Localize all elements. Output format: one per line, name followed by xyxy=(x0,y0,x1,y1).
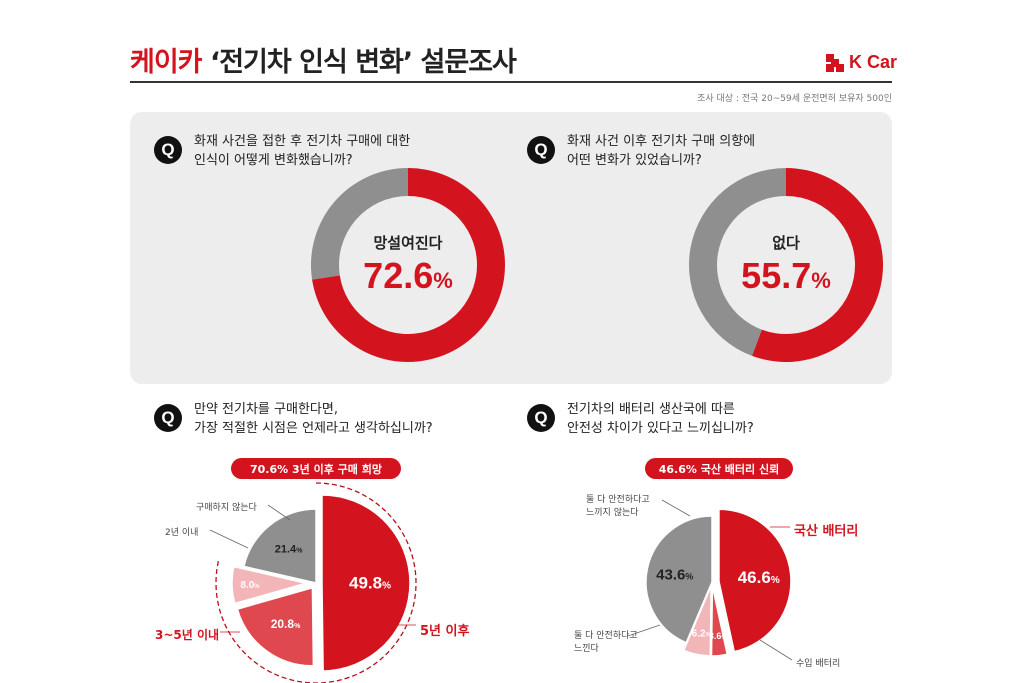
q4-label-both-unsafe-line: 느끼지 않는다 xyxy=(586,508,639,518)
q4-label-both-safe-line: 느낀다 xyxy=(574,644,599,654)
question-3: Q 만약 전기차를 구매한다면, 가장 적절한 시점은 언제라고 생각하십니까? xyxy=(154,400,433,438)
question-line: 어떤 변화가 있었습니까? xyxy=(567,153,702,168)
question-line: 인식이 어떻게 변화했습니까? xyxy=(194,153,353,168)
pie3-slice-2 xyxy=(231,565,307,605)
q4-label-both-unsafe-line: 둘 다 안전하다고 xyxy=(586,495,650,505)
pie4-slice-0 xyxy=(718,508,792,653)
question-line: 화재 사건을 접한 후 전기차 구매에 대한 xyxy=(194,134,411,149)
q-icon: Q xyxy=(154,404,182,432)
page-title: 케이카 ‘전기차 인식 변화’ 설문조사 xyxy=(130,40,517,79)
pie4-slice-3 xyxy=(645,515,713,644)
donut1-unit: % xyxy=(433,268,453,293)
q-icon: Q xyxy=(154,136,182,164)
pie4-value-label-0: 46.6% xyxy=(738,568,780,587)
question-4: Q 전기차의 배터리 생산국에 따른 안전성 차이가 있다고 느끼십니까? xyxy=(527,400,754,438)
kcar-logo: K Car xyxy=(826,52,897,73)
question-line: 안전성 차이가 있다고 느끼십니까? xyxy=(567,421,754,436)
title-brand: 케이카 xyxy=(130,47,203,78)
q-icon: Q xyxy=(527,404,555,432)
pie3-value-label-1: 20.8% xyxy=(271,617,301,631)
question-line: 만약 전기차를 구매한다면, xyxy=(194,402,338,417)
survey-target: 조사 대상 : 전국 20~59세 운전면허 보유자 500인 xyxy=(697,94,892,104)
q3-label-after-5: 5년 이후 xyxy=(420,624,470,639)
q4-label-domestic: 국산 배터리 xyxy=(794,524,859,539)
header-divider xyxy=(130,81,892,83)
pie4-slice-2 xyxy=(682,585,712,657)
value-unit: % xyxy=(296,547,303,554)
donut2-slice-1 xyxy=(688,168,786,356)
donut1-slice-1 xyxy=(311,168,408,280)
donut1-center-value-wrap: 72.6% xyxy=(340,255,476,297)
question-line: 가장 적절한 시점은 언제라고 생각하십니까? xyxy=(194,421,433,436)
pie3-slice-0 xyxy=(321,494,411,672)
donut1-center-value: 72.6 xyxy=(363,255,434,296)
question-3-text: 만약 전기차를 구매한다면, 가장 적절한 시점은 언제라고 생각하십니까? xyxy=(194,400,433,438)
donut2-center-value: 55.7 xyxy=(741,255,812,296)
question-1: Q 화재 사건을 접한 후 전기차 구매에 대한 인식이 어떻게 변화했습니까? xyxy=(154,132,410,170)
question-line: 전기차의 배터리 생산국에 따른 xyxy=(567,402,735,417)
value-unit: % xyxy=(685,572,693,582)
question-4-text: 전기차의 배터리 생산국에 따른 안전성 차이가 있다고 느끼십니까? xyxy=(567,400,754,438)
question-1-text: 화재 사건을 접한 후 전기차 구매에 대한 인식이 어떻게 변화했습니까? xyxy=(194,132,410,170)
q3-dashed-outline xyxy=(215,482,417,683)
q4-label-both-safe-line: 둘 다 안전하다고 xyxy=(574,631,638,641)
q4-label-both-unsafe: 둘 다 안전하다고 느끼지 않는다 xyxy=(586,494,650,520)
q4-leader-both-unsafe xyxy=(661,499,691,517)
value-unit: % xyxy=(294,623,301,630)
q3-label-not-buy: 구매하지 않는다 xyxy=(196,503,257,513)
q3-leader-within-2 xyxy=(209,529,249,549)
value-unit: % xyxy=(721,635,726,641)
q4-label-both-safe: 둘 다 안전하다고 느낀다 xyxy=(574,630,638,656)
pie3-value-label-3: 21.4% xyxy=(275,543,303,555)
logo-text: K Car xyxy=(849,52,898,72)
pie3-slice-3 xyxy=(242,508,317,584)
pie4-value-label-2: 6.2% xyxy=(692,628,712,639)
question-2-text: 화재 사건 이후 전기차 구매 의향에 어떤 변화가 있었습니까? xyxy=(567,132,755,170)
q3-highlight-pill: 70.6% 3년 이후 구매 희망 xyxy=(231,458,401,479)
donut2-center-label: 없다 xyxy=(772,234,800,252)
q3-label-within-2: 2년 이내 xyxy=(165,528,199,538)
donut2-slice-0 xyxy=(751,168,883,362)
pie3-slice-1 xyxy=(236,586,315,667)
q3-label-within-3-5: 3~5년 이내 xyxy=(155,628,220,642)
q4-leader-imported xyxy=(759,639,793,661)
q4-label-imported: 수입 배터리 xyxy=(796,659,841,669)
donut2-center-value-wrap: 55.7% xyxy=(718,255,854,297)
pie4-value-label-3: 43.6% xyxy=(656,567,693,584)
value-unit: % xyxy=(382,581,391,592)
question-line: 화재 사건 이후 전기차 구매 의향에 xyxy=(567,134,756,149)
q4-leader-both-safe xyxy=(627,624,661,637)
pie4-value-label-1: 3.6% xyxy=(709,631,727,641)
value-unit: % xyxy=(254,584,260,590)
pie4-slice-1 xyxy=(710,585,729,657)
donut1-center-label: 망설여진다 xyxy=(373,234,443,252)
kcar-logo-icon xyxy=(826,53,844,72)
pie3-value-label-0: 49.8% xyxy=(349,574,391,593)
question-2: Q 화재 사건 이후 전기차 구매 의향에 어떤 변화가 있었습니까? xyxy=(527,132,755,170)
value-unit: % xyxy=(771,575,780,586)
donut2-unit: % xyxy=(811,268,831,293)
value-unit: % xyxy=(706,632,712,638)
title-text: ‘전기차 인식 변화’ 설문조사 xyxy=(209,47,517,78)
pie3-value-label-2: 8.0% xyxy=(240,580,260,591)
q-icon: Q xyxy=(527,136,555,164)
q4-highlight-pill: 46.6% 국산 배터리 신뢰 xyxy=(645,458,793,479)
q3-leader-not-buy xyxy=(267,504,291,521)
